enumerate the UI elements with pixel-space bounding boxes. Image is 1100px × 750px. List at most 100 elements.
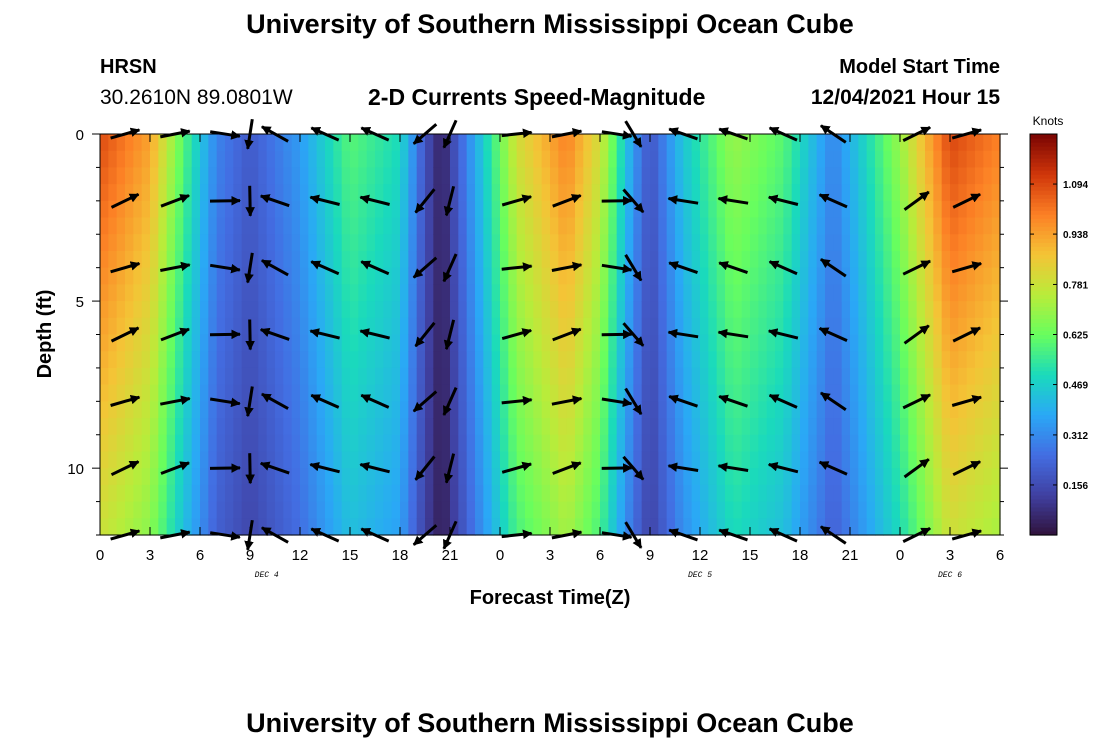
heatmap-cell: [300, 334, 309, 352]
heatmap-cell: [325, 150, 334, 169]
heatmap-cell: [958, 518, 968, 536]
heatmap-cell: [266, 484, 276, 503]
heatmap-cell: [533, 384, 543, 402]
heatmap-cell: [400, 250, 409, 269]
heatmap-cell: [391, 367, 401, 386]
heatmap-cell: [733, 284, 743, 302]
heatmap-cell: [658, 401, 668, 419]
heatmap-cell: [308, 267, 318, 285]
heatmap-cell: [716, 468, 726, 486]
heatmap-cell: [333, 184, 343, 202]
heatmap-cell: [200, 250, 209, 269]
heatmap-cell: [341, 250, 351, 269]
current-vector-arrow: [259, 461, 290, 475]
heatmap-cell: [458, 434, 468, 453]
heatmap-cell: [450, 184, 459, 202]
heatmap-cell: [200, 301, 209, 319]
heatmap-cell: [391, 150, 401, 169]
heatmap-cell: [166, 217, 176, 235]
heatmap-cell: [141, 200, 151, 219]
heatmap-cell: [125, 217, 134, 235]
heatmap-cell: [775, 384, 784, 402]
colorbar-segment: [1030, 294, 1057, 300]
heatmap-cell: [891, 267, 901, 285]
heatmap-cell: [400, 367, 409, 386]
heatmap-cell: [450, 367, 459, 386]
heatmap-cell: [416, 150, 426, 169]
heatmap-cell: [641, 150, 651, 169]
heatmap-cell: [366, 250, 376, 269]
heatmap-cell: [875, 484, 884, 503]
heatmap-cell: [958, 217, 968, 235]
heatmap-cell: [541, 518, 551, 536]
heatmap-cell: [625, 501, 634, 519]
heatmap-cell: [683, 468, 693, 486]
heatmap-cell: [383, 150, 393, 169]
heatmap-cell: [833, 184, 843, 202]
heatmap-cell: [975, 200, 984, 219]
current-vector-arrow: [414, 455, 436, 481]
heatmap-cell: [591, 334, 601, 352]
heatmap-cell: [366, 468, 376, 486]
heatmap-cell: [916, 401, 926, 419]
heatmap-cell: [450, 134, 459, 152]
heatmap-cell: [875, 134, 884, 152]
heatmap-cell: [991, 250, 1001, 269]
heatmap-cell: [791, 434, 801, 453]
heatmap-cell: [316, 150, 326, 169]
heatmap-cell: [550, 518, 559, 536]
heatmap-cell: [841, 501, 851, 519]
heatmap-cell: [950, 301, 959, 319]
heatmap-cell: [316, 217, 326, 235]
colorbar-segment: [1030, 458, 1057, 464]
heatmap-cell: [666, 468, 676, 486]
x-tick-label: 21: [442, 547, 459, 564]
heatmap-cell: [416, 518, 426, 536]
heatmap-cell: [650, 334, 659, 352]
heatmap-cell: [158, 317, 168, 336]
heatmap-cell: [383, 200, 393, 219]
heatmap-cell: [483, 200, 493, 219]
heatmap-cell: [491, 351, 501, 369]
heatmap-cell: [941, 418, 951, 436]
heatmap-cell: [975, 250, 984, 269]
heatmap-cell: [183, 184, 193, 202]
heatmap-cell: [766, 501, 776, 519]
heatmap-cell: [833, 234, 843, 252]
heatmap-cell: [500, 367, 509, 386]
heatmap-cell: [600, 451, 609, 469]
heatmap-cell: [391, 217, 401, 235]
heatmap-cell: [925, 401, 934, 419]
heatmap-cell: [925, 351, 934, 369]
heatmap-cell: [241, 234, 251, 252]
heatmap-cell: [983, 334, 993, 352]
heatmap-cell: [366, 351, 376, 369]
colorbar-segment: [1030, 398, 1057, 404]
heatmap-cell: [850, 384, 859, 402]
heatmap-cell: [416, 367, 426, 386]
heatmap-cell: [583, 434, 593, 453]
heatmap-cell: [100, 184, 109, 202]
heatmap-cell: [183, 468, 193, 486]
heatmap-cell: [308, 367, 318, 386]
heatmap-cell: [425, 234, 434, 252]
heatmap-cell: [491, 184, 501, 202]
heatmap-cell: [658, 250, 668, 269]
heatmap-cell: [358, 167, 368, 185]
heatmap-cell: [183, 134, 193, 152]
heatmap-cell: [408, 518, 418, 536]
heatmap-cell: [316, 434, 326, 453]
heatmap-cell: [633, 217, 643, 235]
heatmap-cell: [725, 284, 734, 302]
heatmap-cell: [466, 150, 476, 169]
heatmap-cell: [566, 167, 576, 185]
heatmap-cell: [633, 451, 643, 469]
heatmap-cell: [225, 334, 234, 352]
heatmap-cell: [266, 518, 276, 536]
heatmap-cell: [741, 284, 751, 302]
colorbar-segment: [1030, 450, 1057, 456]
heatmap-cell: [733, 451, 743, 469]
current-vector-arrow: [414, 188, 436, 214]
heatmap-cell: [333, 301, 343, 319]
heatmap-cell: [950, 401, 959, 419]
